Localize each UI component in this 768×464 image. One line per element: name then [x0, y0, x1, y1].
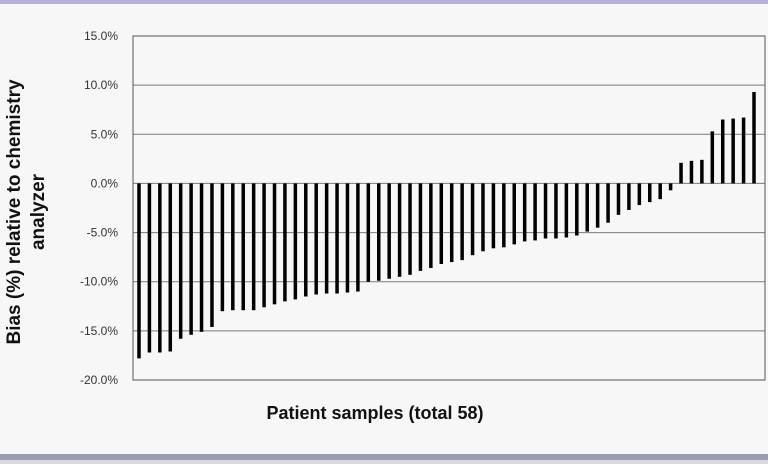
- bar: [752, 92, 756, 184]
- bar: [408, 183, 412, 275]
- bar: [595, 183, 600, 228]
- bar: [366, 183, 371, 282]
- y-tick-labels: 15.0% 10.0% 5.0% 0.0% -5.0% -10.0% -15.0% -20.0…: [80, 29, 118, 387]
- bar: [522, 183, 527, 242]
- bar: [345, 183, 350, 293]
- bar: [168, 183, 173, 352]
- bar: [304, 183, 308, 297]
- bar: [554, 183, 558, 239]
- bar: [627, 183, 631, 210]
- bar: [689, 160, 694, 184]
- bar: [731, 118, 735, 184]
- y-axis-title-line-1: Bias (%) relative to chemistry: [4, 79, 25, 344]
- bar: [512, 183, 516, 245]
- bar: [741, 117, 746, 184]
- bar: [491, 183, 496, 249]
- bar: [720, 119, 725, 184]
- y-axis-title-line-2: analyzer: [28, 173, 49, 250]
- y-tick-label: -5.0%: [87, 226, 119, 240]
- y-tick-label: 15.0%: [84, 29, 118, 43]
- bar: [679, 162, 683, 184]
- bar: [585, 183, 589, 232]
- bar: [189, 183, 193, 335]
- y-tick-label: -15.0%: [80, 324, 118, 338]
- bar: [220, 183, 225, 312]
- bar: [377, 183, 381, 281]
- bar: [481, 183, 485, 252]
- bar: [335, 183, 339, 294]
- bar: [637, 183, 642, 206]
- bar: [283, 183, 287, 302]
- bar: [158, 183, 162, 353]
- bar: [470, 183, 475, 256]
- bar: [251, 183, 256, 311]
- bar: [648, 183, 652, 203]
- y-tick-label: 10.0%: [84, 78, 118, 92]
- bar: [241, 183, 245, 311]
- bar: [293, 183, 298, 300]
- bar: [668, 183, 673, 191]
- bar: [616, 183, 621, 215]
- bias-bar-chart: 15.0% 10.0% 5.0% 0.0% -5.0% -10.0% -15.0% -20.0…: [4, 29, 766, 423]
- bar: [262, 183, 266, 308]
- bar: [231, 183, 235, 311]
- bars: [137, 92, 756, 359]
- bar: [272, 183, 277, 305]
- bar: [137, 183, 141, 359]
- bar: [658, 183, 662, 200]
- bar: [533, 183, 537, 241]
- bar: [178, 183, 183, 339]
- bar: [564, 183, 569, 238]
- y-tick-label: 0.0%: [91, 176, 119, 190]
- y-axis-title: Bias (%) relative to chemistry analyzer: [4, 79, 49, 344]
- bar: [387, 183, 391, 279]
- bar: [397, 183, 402, 277]
- bar: [710, 131, 715, 184]
- bar: [324, 183, 329, 294]
- bar: [502, 183, 506, 248]
- bar: [543, 183, 548, 239]
- bar: [210, 183, 214, 327]
- bar: [460, 183, 464, 261]
- y-tick-label: 5.0%: [91, 127, 119, 141]
- bar: [199, 183, 204, 332]
- bar: [606, 183, 610, 223]
- bar: [700, 159, 704, 184]
- bar: [429, 183, 433, 268]
- plot-area-border: [132, 35, 766, 381]
- bar: [439, 183, 444, 265]
- bar: [356, 183, 360, 292]
- y-tick-label: -10.0%: [80, 275, 118, 289]
- bar: [449, 183, 454, 263]
- bar: [147, 183, 152, 353]
- y-tick-label: -20.0%: [80, 373, 118, 387]
- x-axis-title: Patient samples (total 58): [266, 403, 483, 423]
- bar: [314, 183, 318, 295]
- bar: [575, 183, 579, 236]
- bar: [418, 183, 423, 271]
- gridlines: [133, 35, 765, 381]
